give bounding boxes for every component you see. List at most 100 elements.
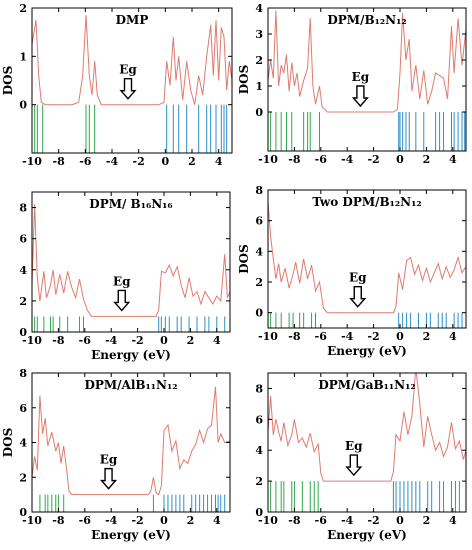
x-tick-label: -4	[341, 514, 354, 527]
x-tick-label: -4	[105, 514, 118, 527]
dos-curve	[268, 373, 466, 482]
y-axis-title: DOS	[237, 244, 251, 274]
plot-frame	[267, 7, 467, 152]
y-tick-label: 0	[255, 506, 263, 519]
x-tick-label: 0	[396, 330, 404, 343]
y-axis-title: DOS	[1, 428, 15, 458]
x-tick-label: 0	[160, 334, 168, 347]
dos-panel-1: -10 -8 -6 -4 -2 0 2 4 0 1 2 DMP DOS Eg	[1, 2, 233, 168]
y-tick-label: 4	[255, 2, 263, 15]
x-tick-label: -10	[22, 155, 42, 168]
x-tick-label: 0	[396, 153, 404, 166]
y-tick-label: 4	[19, 437, 27, 450]
panel-title: DPM/ B₁₆N₁₆	[89, 197, 172, 211]
y-tick-label: 6	[255, 215, 263, 228]
plot-frame	[31, 191, 231, 333]
y-tick-label: 0	[19, 506, 27, 519]
dos-curve	[32, 386, 230, 496]
y-tick-label: 8	[255, 382, 263, 395]
plot-frame	[267, 372, 467, 513]
x-tick-label: -8	[288, 514, 301, 527]
x-tick-label: 4	[449, 330, 457, 343]
y-tick-label: 6	[19, 233, 27, 246]
y-tick-label: 3	[255, 28, 263, 41]
dos-curve	[268, 202, 466, 314]
x-tick-label: 4	[213, 334, 221, 347]
panel-title: DPM/B₁₂N₁₂	[327, 13, 406, 27]
y-tick-label: 8	[255, 184, 263, 197]
band-gap-arrow-icon	[100, 467, 118, 490]
x-tick-label: -8	[53, 155, 66, 168]
band-gap-label: Eg	[349, 271, 367, 285]
plot-frame	[31, 7, 233, 154]
y-tick-label: 4	[255, 245, 263, 258]
x-tick-label: 2	[423, 514, 431, 527]
y-tick-label: 2	[255, 54, 263, 67]
y-axis-title: DOS	[237, 65, 251, 95]
x-tick-label: 4	[215, 155, 223, 168]
x-tick-label: 4	[213, 514, 221, 527]
band-gap-label: Eg	[345, 439, 363, 453]
x-tick-label: -2	[133, 155, 145, 168]
x-tick-label: 2	[187, 514, 195, 527]
band-gap-arrow-icon	[345, 454, 363, 477]
band-gap-label: Eg	[119, 63, 137, 77]
y-tick-label: 6	[255, 413, 263, 426]
x-tick-label: -6	[79, 155, 92, 168]
x-tick-label: -10	[258, 514, 278, 527]
x-tick-label: -6	[79, 334, 92, 347]
y-tick-label: 8	[19, 367, 27, 380]
x-tick-label: -6	[315, 514, 328, 527]
x-axis-title: Energy (eV)	[327, 528, 407, 542]
x-tick-label: -10	[22, 334, 42, 347]
band-gap-arrow-icon	[349, 285, 367, 308]
dos-panel-2: -10 -8 -6 -4 -2 0 2 4 0 1 2 3 4 DPM/B₁₂N₁₂ DOS Eg	[237, 2, 467, 166]
x-tick-label: 0	[396, 514, 404, 527]
plot-frame	[267, 189, 467, 329]
band-gap-label: Eg	[100, 453, 118, 467]
dos-curve	[32, 204, 230, 317]
x-tick-label: -2	[131, 334, 143, 347]
dos-panel-5: -10 -8 -6 -4 -2 0 2 4 0 2 4 6 8 DPM/AlB₁₁N₁₂ Energy (e…	[1, 367, 231, 542]
x-tick-label: 2	[188, 155, 196, 168]
x-tick-label: -8	[288, 330, 301, 343]
dos-panel-6: -10 -8 -6 -4 -2 0 2 4 0 2 4 6 8 DPM/GaB₁₁N₁₂ Energy (e…	[255, 372, 467, 542]
x-tick-label: 4	[449, 514, 457, 527]
x-tick-label: 2	[187, 334, 195, 347]
x-tick-label: -2	[367, 514, 379, 527]
y-tick-label: 2	[19, 295, 27, 308]
y-axis-title: DOS	[1, 66, 15, 96]
y-tick-label: 2	[19, 2, 27, 15]
x-tick-label: -2	[131, 514, 143, 527]
x-tick-label: -2	[367, 330, 379, 343]
y-tick-label: 1	[255, 80, 263, 93]
x-tick-label: -8	[52, 514, 65, 527]
x-tick-label: -8	[52, 334, 65, 347]
x-tick-label: -4	[341, 153, 354, 166]
x-tick-label: 2	[423, 153, 431, 166]
band-gap-arrow-icon	[119, 77, 137, 100]
x-tick-label: 4	[449, 153, 457, 166]
y-tick-label: 4	[19, 264, 27, 277]
x-tick-label: 0	[160, 514, 168, 527]
y-tick-label: 2	[255, 276, 263, 289]
x-axis-title: Energy (eV)	[91, 348, 171, 362]
plot-frame	[31, 372, 231, 513]
dos-curve	[32, 15, 232, 106]
x-axis-title: Energy (eV)	[91, 528, 171, 542]
x-axis-title: Energy (eV)	[327, 344, 407, 358]
x-tick-label: -2	[367, 153, 379, 166]
band-gap-arrow-icon	[113, 289, 131, 312]
band-gap-label: Eg	[113, 274, 131, 288]
y-tick-label: 0	[255, 106, 263, 119]
x-tick-label: -6	[79, 514, 92, 527]
x-tick-label: -4	[341, 330, 354, 343]
dos-panel-4: -10 -8 -6 -4 -2 0 2 4 0 2 4 6 8 Two DPM/B₁₂N₁₂ Energy …	[237, 184, 467, 358]
x-tick-label: -4	[106, 155, 119, 168]
panel-title: Two DPM/B₁₂N₁₂	[312, 195, 421, 209]
x-tick-label: -10	[258, 330, 278, 343]
x-tick-label: 2	[423, 330, 431, 343]
y-tick-label: 2	[255, 475, 263, 488]
y-tick-label: 1	[19, 50, 27, 63]
